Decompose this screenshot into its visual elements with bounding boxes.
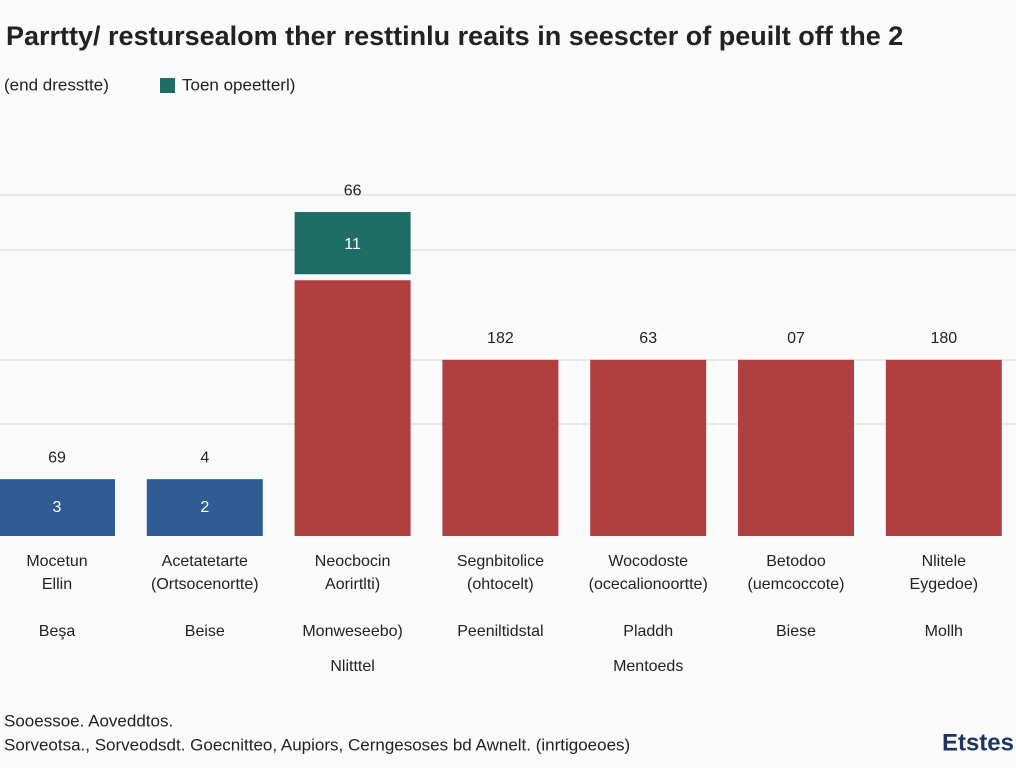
x-tick-label: Mollh: [925, 623, 963, 640]
legend-label: Toen opeetterl): [182, 75, 295, 94]
x-tick-label: Wocodoste: [608, 553, 688, 570]
chart-title: Parrtty/ restursealom ther resttinlu rea…: [6, 21, 903, 51]
x-tick-label: Acetatetarte: [162, 553, 248, 570]
bar-inner-label: 2: [200, 499, 209, 516]
bar: [885, 359, 1002, 536]
x-tick-label: (uemcoccote): [748, 576, 845, 593]
x-tick-label: Aorirtlti): [325, 576, 380, 593]
bar-top-label: 63: [639, 330, 657, 347]
bar-inner-label: 11: [344, 236, 361, 253]
bar-top-label: 07: [787, 330, 805, 347]
bar-top-label: 4: [200, 449, 209, 466]
bar-top-label: 182: [487, 330, 514, 347]
x-tick-label: Nlitele: [922, 553, 967, 570]
bar: [442, 359, 559, 536]
legend-note: (end dresstte): [4, 75, 109, 94]
footer-line: Sooessoe. Aoveddtos.: [4, 711, 173, 730]
x-tick-label: Peeniltidstal: [457, 623, 543, 640]
bar-top-label: 180: [930, 330, 957, 347]
x-tick-label: Ellin: [42, 576, 72, 593]
bar: [738, 359, 854, 536]
bar-inner-label: 3: [53, 499, 62, 516]
x-tick-label: Betodoo: [766, 553, 826, 570]
bar: [590, 359, 707, 536]
bar: [0, 479, 115, 536]
x-tick-label: Mentoeds: [613, 658, 683, 675]
x-tick-label: Beşa: [39, 623, 76, 640]
legend-swatch: [160, 78, 175, 93]
x-tick-label: Biese: [776, 623, 816, 640]
x-tick-label: Segnbitolice: [457, 553, 544, 570]
bar: [294, 212, 411, 275]
bar-top-label: 69: [48, 449, 66, 466]
x-tick-label: Mocetun: [26, 553, 87, 570]
x-tick-label: Eygedoe): [910, 576, 979, 593]
x-tick-label: (ocecalionoortte): [589, 576, 708, 593]
x-tick-label: Beise: [185, 623, 225, 640]
bar: [294, 280, 411, 536]
footer-line: Sorveotsa., Sorveodsdt. Goecnitteo, Aupi…: [4, 735, 630, 754]
x-tick-label: Monweseebo): [302, 623, 403, 640]
x-tick-label: (Ortsocenortte): [151, 576, 259, 593]
x-tick-label: Nlitttel: [330, 658, 374, 675]
logo: Etstes: [942, 729, 1014, 756]
bar: [146, 479, 263, 536]
x-tick-label: (ohtocelt): [467, 576, 534, 593]
bar-top-label: 66: [344, 182, 362, 199]
x-tick-label: Pladdh: [623, 623, 673, 640]
x-tick-label: Neocbocin: [315, 553, 391, 570]
